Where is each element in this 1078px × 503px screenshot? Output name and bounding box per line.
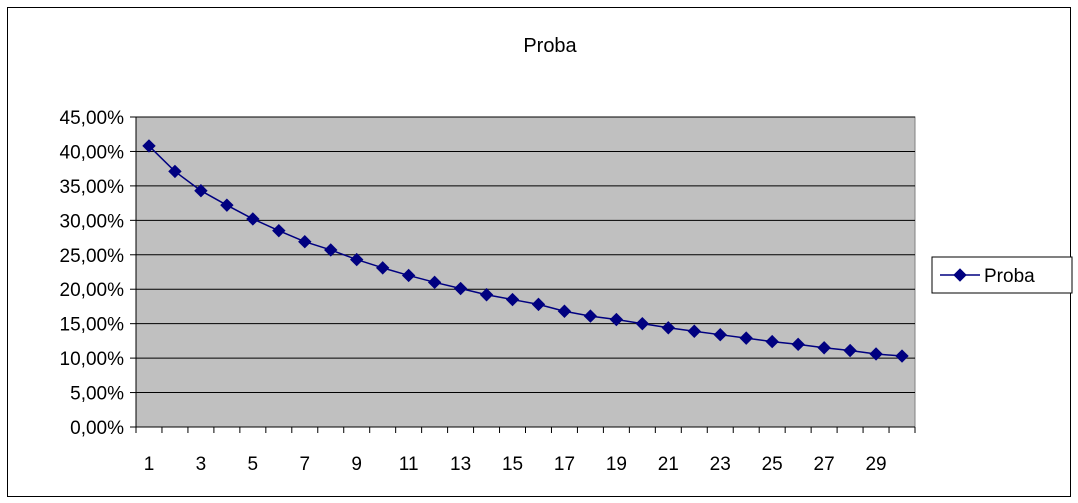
data-point [635, 316, 650, 331]
data-point [453, 281, 468, 296]
data-point [194, 184, 208, 198]
x-tick-label: 7 [299, 454, 310, 475]
data-point [505, 292, 520, 307]
chart-title: Proba [523, 35, 577, 57]
x-tick-label: 25 [762, 454, 783, 475]
x-tick-label: 3 [196, 454, 207, 475]
x-tick-label: 19 [606, 454, 627, 475]
x-tick-label: 15 [502, 454, 523, 475]
data-point [843, 343, 857, 358]
x-tick-label: 23 [710, 454, 731, 475]
y-tick-label: 25,00% [60, 246, 125, 267]
y-tick-label: 40,00% [60, 142, 125, 163]
plot-area: 0,00% 5,00% 10,00% 15,00% 20,00% 25,00% 30,00%… [60, 108, 916, 475]
data-point [324, 243, 338, 257]
y-tick-label: 20,00% [60, 280, 125, 301]
data-point [298, 234, 312, 249]
data-point [713, 327, 727, 342]
data-point [350, 252, 364, 267]
x-tick-label: 11 [399, 454, 419, 475]
legend-label: Proba [984, 266, 1035, 287]
data-point [272, 223, 286, 238]
data-point [661, 321, 676, 335]
y-tick-label: 5,00% [70, 384, 124, 405]
y-tick-label: 10,00% [60, 349, 125, 370]
legend: Proba [931, 256, 1073, 294]
data-point [479, 288, 494, 302]
data-point [142, 139, 156, 153]
y-tick-label: 35,00% [60, 177, 125, 198]
data-point [895, 349, 909, 363]
data-point [557, 304, 572, 318]
y-tick-label: 30,00% [60, 211, 125, 232]
data-point [817, 341, 831, 355]
legend-marker [953, 268, 967, 282]
data-point [375, 261, 390, 275]
x-tick-label: 9 [351, 454, 362, 475]
y-tick-label: 45,00% [60, 108, 125, 129]
data-point [427, 275, 442, 290]
x-tick-label: 13 [450, 454, 471, 475]
data-point [609, 312, 624, 327]
data-point [531, 297, 546, 312]
x-tick-label: 21 [658, 454, 679, 475]
data-point [869, 347, 883, 361]
data-point [401, 268, 416, 283]
data-point [583, 309, 598, 323]
x-tick-label: 1 [144, 454, 155, 475]
y-tick-label: 15,00% [60, 315, 125, 336]
data-point [168, 164, 182, 179]
y-tick-label: 0,00% [70, 418, 124, 439]
data-point [246, 212, 260, 226]
data-point [687, 324, 701, 338]
data-point [739, 331, 753, 345]
plot-background [135, 116, 916, 428]
x-tick-label: 29 [865, 454, 886, 475]
data-point [220, 198, 234, 212]
x-tick-label: 17 [554, 454, 575, 475]
data-point [791, 337, 805, 352]
x-tick-label: 27 [814, 454, 835, 475]
x-tick-label: 5 [248, 454, 259, 475]
data-point [765, 334, 779, 349]
